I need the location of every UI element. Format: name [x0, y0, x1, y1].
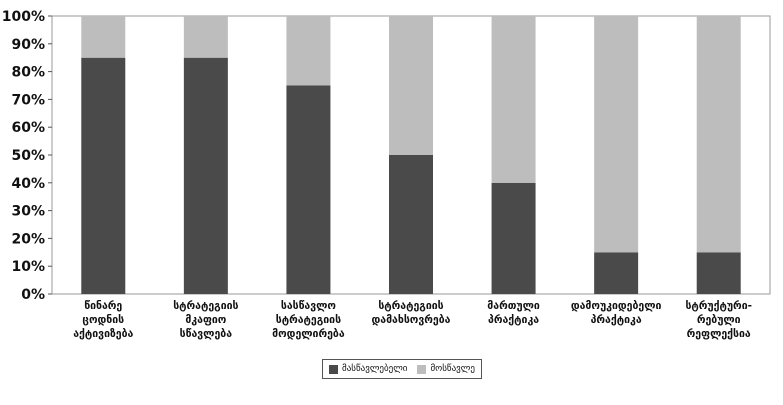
- x-tick-label: აქტივიზება: [73, 328, 133, 340]
- x-tick-label: დამოუკიდებელი: [571, 300, 662, 312]
- bar-student: [286, 16, 331, 86]
- y-tick-label: 0%: [21, 287, 45, 303]
- bar-teacher: [81, 57, 126, 295]
- y-tick-label: 30%: [11, 204, 45, 220]
- x-tick-label: სტრატეგიის: [378, 300, 443, 312]
- bar-student: [491, 16, 536, 183]
- legend-label-student: მოსწავლე: [430, 364, 475, 374]
- y-tick-label: 80%: [11, 65, 45, 81]
- y-tick-label: 70%: [11, 92, 45, 108]
- legend: მასწავლებელი მოსწავლე: [322, 359, 482, 379]
- bar-teacher: [286, 85, 331, 294]
- bar-student: [183, 16, 228, 58]
- x-tick-label: მოდელირება: [272, 328, 345, 340]
- legend-swatch-student: [417, 364, 427, 374]
- legend-item-teacher: მასწავლებელი: [329, 364, 407, 374]
- bar-teacher: [696, 252, 741, 294]
- x-tick-label: ცოდნის: [82, 314, 124, 326]
- bar-teacher: [594, 252, 639, 294]
- y-tick-label: 100%: [2, 9, 45, 25]
- x-tick-label: სტრატეგიის: [276, 314, 341, 326]
- x-tick-label: სტრატეგიის: [173, 300, 238, 312]
- y-tick-label: 10%: [11, 259, 45, 275]
- x-tick-label: რეფლექსია: [687, 328, 751, 340]
- x-tick-label: დამახსოვრება: [372, 314, 451, 326]
- x-tick-label: პრაქტიკა: [488, 314, 539, 326]
- legend-label-teacher: მასწავლებელი: [342, 364, 408, 374]
- x-tick-label: მკაფიო: [185, 314, 226, 326]
- x-tick-label: სასწავლო: [281, 300, 337, 312]
- x-tick-label: წინარე: [84, 300, 122, 312]
- bar-student: [81, 16, 126, 58]
- y-tick-label: 40%: [11, 176, 45, 192]
- y-tick-label: 90%: [11, 37, 45, 53]
- legend-item-student: მოსწავლე: [417, 364, 475, 374]
- x-tick-label: მართული: [487, 300, 540, 312]
- bar-student: [594, 16, 639, 253]
- y-tick-label: 50%: [11, 148, 45, 164]
- bar-teacher: [183, 57, 228, 295]
- x-tick-label: პრაქტიკა: [591, 314, 642, 326]
- bar-student: [696, 16, 741, 253]
- y-tick-label: 20%: [11, 231, 45, 247]
- x-tick-label: სტრუქტური-: [685, 300, 752, 312]
- legend-swatch-teacher: [329, 364, 338, 374]
- bar-student: [389, 16, 433, 155]
- y-tick-label: 60%: [11, 120, 45, 136]
- x-tick-label: რებული: [697, 314, 741, 326]
- bar-teacher: [389, 155, 433, 294]
- x-tick-label: სწავლება: [180, 328, 233, 340]
- bar-teacher: [491, 182, 536, 294]
